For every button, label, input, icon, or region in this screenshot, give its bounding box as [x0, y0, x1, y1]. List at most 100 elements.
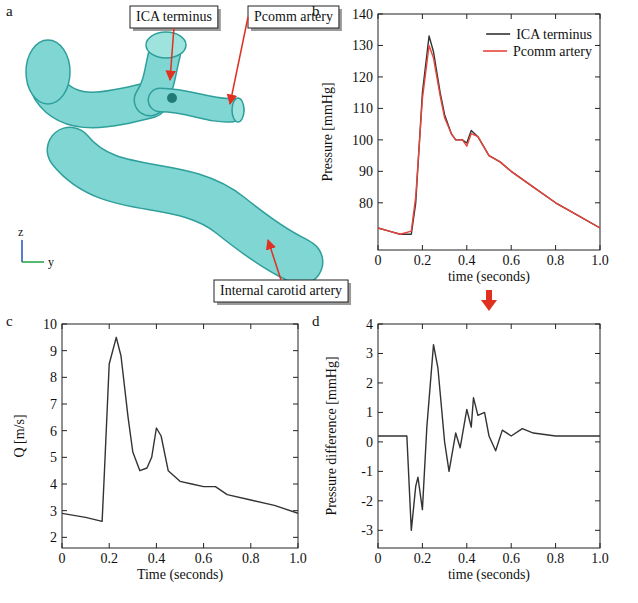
y-tick	[62, 324, 67, 325]
x-tick	[511, 14, 512, 19]
y-tick	[62, 404, 67, 405]
plot-area	[378, 345, 600, 531]
x-tick	[600, 14, 601, 19]
x-tick	[250, 543, 251, 548]
y-tick	[378, 382, 383, 383]
chart: 00.20.40.60.81.08090100110120130140time …	[320, 7, 609, 285]
y-tick-label: -2	[361, 494, 373, 509]
y-tick-label: 2	[366, 376, 373, 391]
x-tick	[203, 324, 204, 329]
y-tick	[378, 471, 383, 472]
y-tick	[62, 377, 67, 378]
y-tick	[595, 171, 600, 172]
x-tick-label: 0.6	[502, 551, 520, 566]
y-tick-label: -1	[361, 464, 373, 479]
flow-arrow	[486, 290, 492, 300]
x-tick	[422, 14, 423, 19]
y-tick-label: -3	[361, 523, 373, 538]
x-tick	[378, 245, 379, 250]
x-tick	[109, 324, 110, 329]
series-line	[62, 337, 298, 521]
callout-label: Internal carotid artery	[220, 283, 342, 298]
y-tick	[595, 382, 600, 383]
y-tick-label: 110	[353, 101, 373, 116]
callout-arrow	[170, 28, 174, 80]
plot-frame	[62, 324, 298, 548]
y-tick-label: 5	[50, 450, 57, 465]
y-tick	[293, 537, 298, 538]
y-tick	[595, 139, 600, 140]
y-tick	[293, 430, 298, 431]
x-tick	[203, 543, 204, 548]
triad-label: y	[48, 255, 54, 269]
plot-frame	[378, 14, 600, 250]
legend: ICA terminusPcomm artery	[483, 27, 592, 59]
y-tick	[595, 500, 600, 501]
x-tick	[422, 324, 423, 329]
y-tick	[378, 139, 383, 140]
y-tick-label: 8	[50, 370, 57, 385]
y-tick	[62, 484, 67, 485]
y-tick-label: 120	[352, 70, 373, 85]
mesh-panel: ICA terminus Pcomm artery Internal carotid…	[18, 6, 351, 305]
x-tick-label: 0.4	[458, 253, 476, 268]
x-axis-title: Time (seconds)	[137, 567, 224, 583]
y-tick	[595, 14, 600, 15]
y-tick	[62, 537, 67, 538]
x-tick-label: 0.4	[458, 551, 476, 566]
y-tick	[595, 202, 600, 203]
y-tick	[595, 76, 600, 77]
vessel	[70, 150, 300, 262]
y-tick-label: 2	[50, 530, 57, 545]
x-tick	[511, 245, 512, 250]
y-tick-label: 130	[352, 38, 373, 53]
vessel-end	[232, 98, 244, 122]
callout-label: Pcomm artery	[254, 9, 333, 24]
panel-letter: b	[312, 3, 320, 19]
y-tick	[378, 14, 383, 15]
y-tick-label: 90	[359, 164, 373, 179]
series-line	[378, 36, 600, 234]
figure: ICA terminusPcomm arteryInternal carotid…	[0, 0, 638, 603]
x-tick-label: 0.2	[414, 253, 432, 268]
x-tick	[378, 14, 379, 19]
x-tick	[62, 543, 63, 548]
callout-box	[214, 280, 348, 302]
panel-letter: c	[6, 313, 13, 329]
y-tick	[378, 324, 383, 325]
callout: Pcomm artery	[248, 6, 342, 31]
x-tick	[555, 543, 556, 548]
vessel-edge	[70, 150, 300, 262]
y-tick	[378, 76, 383, 77]
y-tick-label: 3	[50, 504, 57, 519]
y-tick-label: 10	[43, 317, 57, 332]
x-tick-label: 0.8	[547, 551, 565, 566]
y-tick	[595, 324, 600, 325]
chart: 00.20.40.60.81.02345678910Time (seconds)…	[12, 317, 307, 583]
x-axis-title: time (seconds)	[448, 269, 530, 285]
plot-frame	[378, 324, 600, 548]
x-tick	[600, 543, 601, 548]
series-line	[378, 45, 600, 234]
y-tick	[378, 412, 383, 413]
x-tick-label: 0	[59, 551, 66, 566]
y-tick-label: 140	[352, 7, 373, 22]
y-tick	[595, 441, 600, 442]
y-tick	[378, 353, 383, 354]
x-tick	[156, 324, 157, 329]
x-tick-label: 0	[375, 551, 382, 566]
plot-area	[62, 337, 298, 521]
callout-box	[248, 6, 339, 28]
callout: Internal carotid artery	[214, 280, 351, 305]
y-tick	[378, 530, 383, 531]
y-axis-title: Pressure [mmHg]	[320, 82, 335, 181]
x-tick	[600, 245, 601, 250]
x-tick-label: 0.8	[547, 253, 565, 268]
y-tick	[595, 45, 600, 46]
y-tick	[293, 404, 298, 405]
panel-letter: d	[312, 313, 320, 329]
callout: ICA terminus	[130, 6, 221, 31]
y-tick	[378, 108, 383, 109]
y-tick-label: 6	[50, 424, 57, 439]
y-tick	[595, 471, 600, 472]
